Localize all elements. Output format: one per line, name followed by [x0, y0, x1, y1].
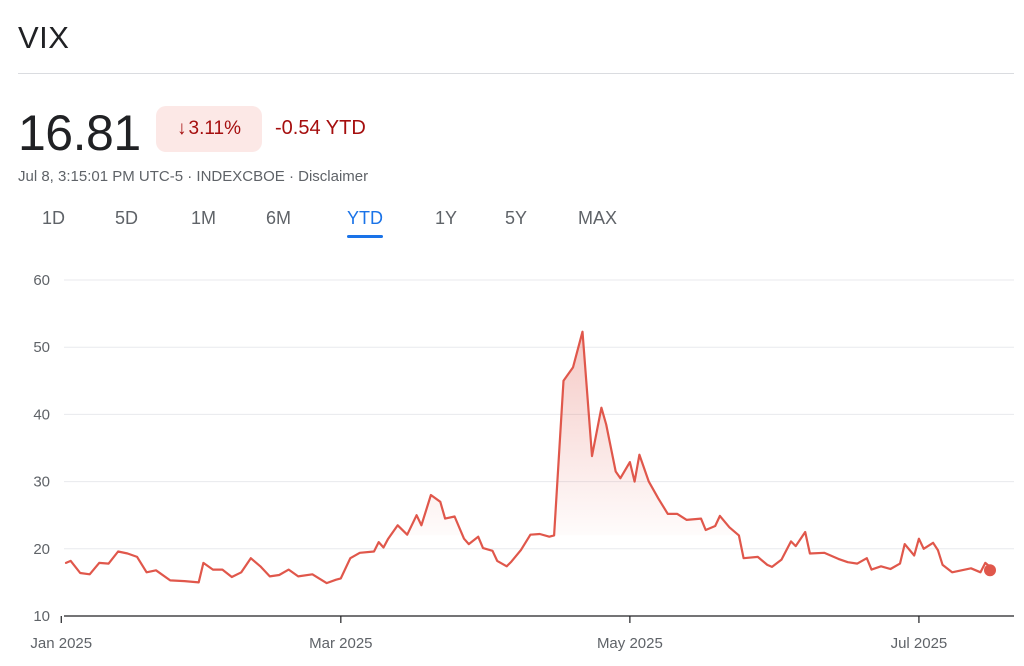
change-badge: ↓ 3.11%	[156, 106, 262, 152]
current-value-marker	[984, 564, 996, 577]
current-price: 16.81	[18, 105, 141, 161]
ytd-change: -0.54 YTD	[275, 117, 366, 139]
range-tabs: 1D 5D 1M 6M YTD 1Y 5Y MAX	[0, 208, 700, 242]
tab-5d[interactable]: 5D	[115, 208, 139, 228]
vix-chart[interactable]: 10 20 30 40 50 60 Jan 2025 Mar 2025 May 2025 Jul …	[0, 260, 1024, 666]
header-divider	[18, 73, 1014, 74]
change-percent: 3.11%	[188, 118, 241, 139]
series-area-fill	[66, 331, 990, 536]
tab-max[interactable]: MAX	[578, 208, 618, 228]
y-tick-label: 50	[33, 339, 50, 356]
arrow-down-icon: ↓	[177, 118, 187, 139]
quote-meta: Jul 8, 3:15:01 PM UTC-5 · INDEXCBOE · Di…	[18, 168, 368, 185]
separator: ·	[187, 168, 193, 185]
y-tick-label: 20	[33, 541, 50, 558]
y-tick-label: 30	[33, 474, 50, 491]
series-line	[64, 330, 992, 585]
x-tick-label: May 2025	[597, 635, 663, 652]
x-tick-label: Jul 2025	[891, 635, 948, 652]
y-tick-label: 10	[33, 608, 50, 625]
tab-1m[interactable]: 1M	[191, 208, 217, 228]
timestamp: Jul 8, 3:15:01 PM UTC-5	[18, 168, 184, 185]
exchange-label: INDEXCBOE	[196, 168, 285, 185]
x-tick-label: Jan 2025	[30, 635, 92, 652]
y-tick-label: 60	[33, 272, 50, 289]
y-tick-label: 40	[33, 406, 50, 423]
tab-6m[interactable]: 6M	[266, 208, 292, 228]
x-tick-label: Mar 2025	[309, 635, 372, 652]
tab-ytd[interactable]: YTD	[347, 208, 383, 238]
tab-1d[interactable]: 1D	[42, 208, 66, 228]
tab-1y[interactable]: 1Y	[435, 208, 458, 228]
separator: ·	[288, 168, 294, 185]
disclaimer-link[interactable]: Disclaimer	[298, 168, 369, 185]
tab-5y[interactable]: 5Y	[505, 208, 528, 228]
page-title: VIX	[18, 20, 70, 55]
